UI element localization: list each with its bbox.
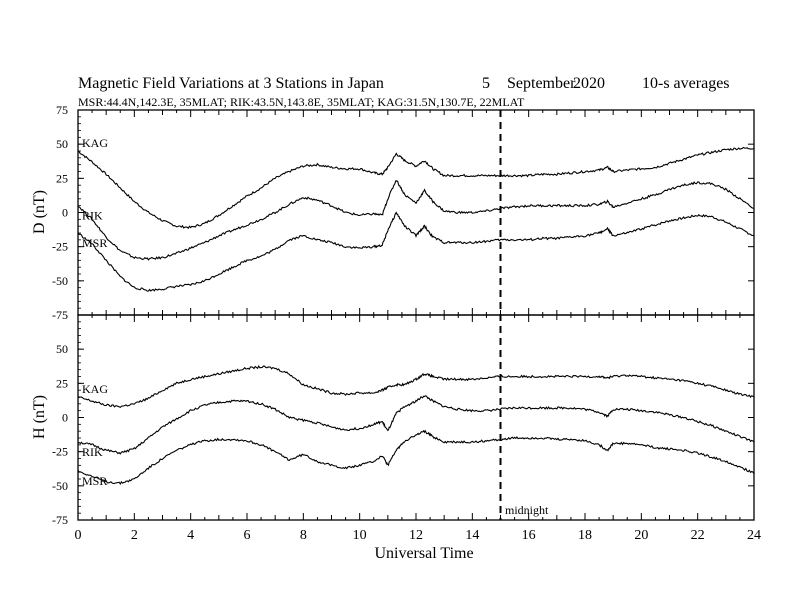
x-tick-label: 4 [187, 528, 194, 543]
x-tick-label: 24 [747, 528, 761, 543]
y-tick-label: 50 [56, 342, 68, 356]
y-tick-label: 50 [56, 137, 68, 151]
y-tick-label: -75 [52, 308, 68, 322]
y-tick-label: 75 [56, 103, 68, 117]
series-line-msr [77, 211, 755, 292]
x-tick-label: 6 [244, 528, 251, 543]
series-line-rik [78, 395, 755, 455]
series-line-msr [77, 429, 755, 485]
h-axis-label: H (nT) [31, 395, 48, 439]
series-group: KAG RIK MSR KAG RIK MSR [77, 110, 755, 520]
x-axis-label: Universal Time [374, 545, 473, 562]
stations-subtitle: MSR:44.4N,142.3E, 35MLAT; RIK:43.5N,143.… [78, 95, 525, 109]
y-tick-label: 0 [62, 206, 68, 220]
midnight-label: midnight [505, 503, 549, 517]
date-month: September [507, 75, 576, 92]
chart-title: Magnetic Field Variations at 3 Stations … [78, 75, 384, 92]
x-tick-label: 14 [465, 528, 479, 543]
y-tick-label: -25 [52, 240, 68, 254]
d-axis-label: D (nT) [31, 190, 48, 234]
x-tick-label: 16 [522, 528, 536, 543]
series-label-rik: RIK [82, 445, 103, 459]
x-tick-label: 20 [634, 528, 648, 543]
x-tick-label: 12 [409, 528, 423, 543]
y-tick-label: 25 [56, 376, 68, 390]
averaging-label: 10-s averages [642, 75, 730, 92]
x-tick-label: 22 [691, 528, 705, 543]
x-tick-label: 18 [578, 528, 592, 543]
y-tick-label: -75 [52, 513, 68, 527]
d-panel-frame [77, 109, 755, 316]
series-label-kag: KAG [82, 136, 108, 150]
x-tick-label: 2 [131, 528, 138, 543]
y-tick-label: 25 [56, 171, 68, 185]
series-label-msr: MSR [82, 474, 107, 488]
y-tick-label: -25 [52, 445, 68, 459]
series-label-kag: KAG [82, 382, 108, 396]
x-tick-label: 0 [75, 528, 82, 543]
y-tick-label: -50 [52, 479, 68, 493]
series-label-msr: MSR [82, 236, 107, 250]
date-year: 2020 [573, 75, 605, 92]
series-label-rik: RIK [82, 209, 103, 223]
x-tick-label: 10 [353, 528, 367, 543]
series-line-kag [77, 146, 755, 229]
series-line-kag [77, 365, 755, 409]
y-tick-label: -50 [52, 274, 68, 288]
series-line-rik [77, 180, 755, 261]
x-tick-label: 8 [300, 528, 307, 543]
y-tick-label: 0 [62, 411, 68, 425]
date-day: 5 [482, 75, 490, 92]
